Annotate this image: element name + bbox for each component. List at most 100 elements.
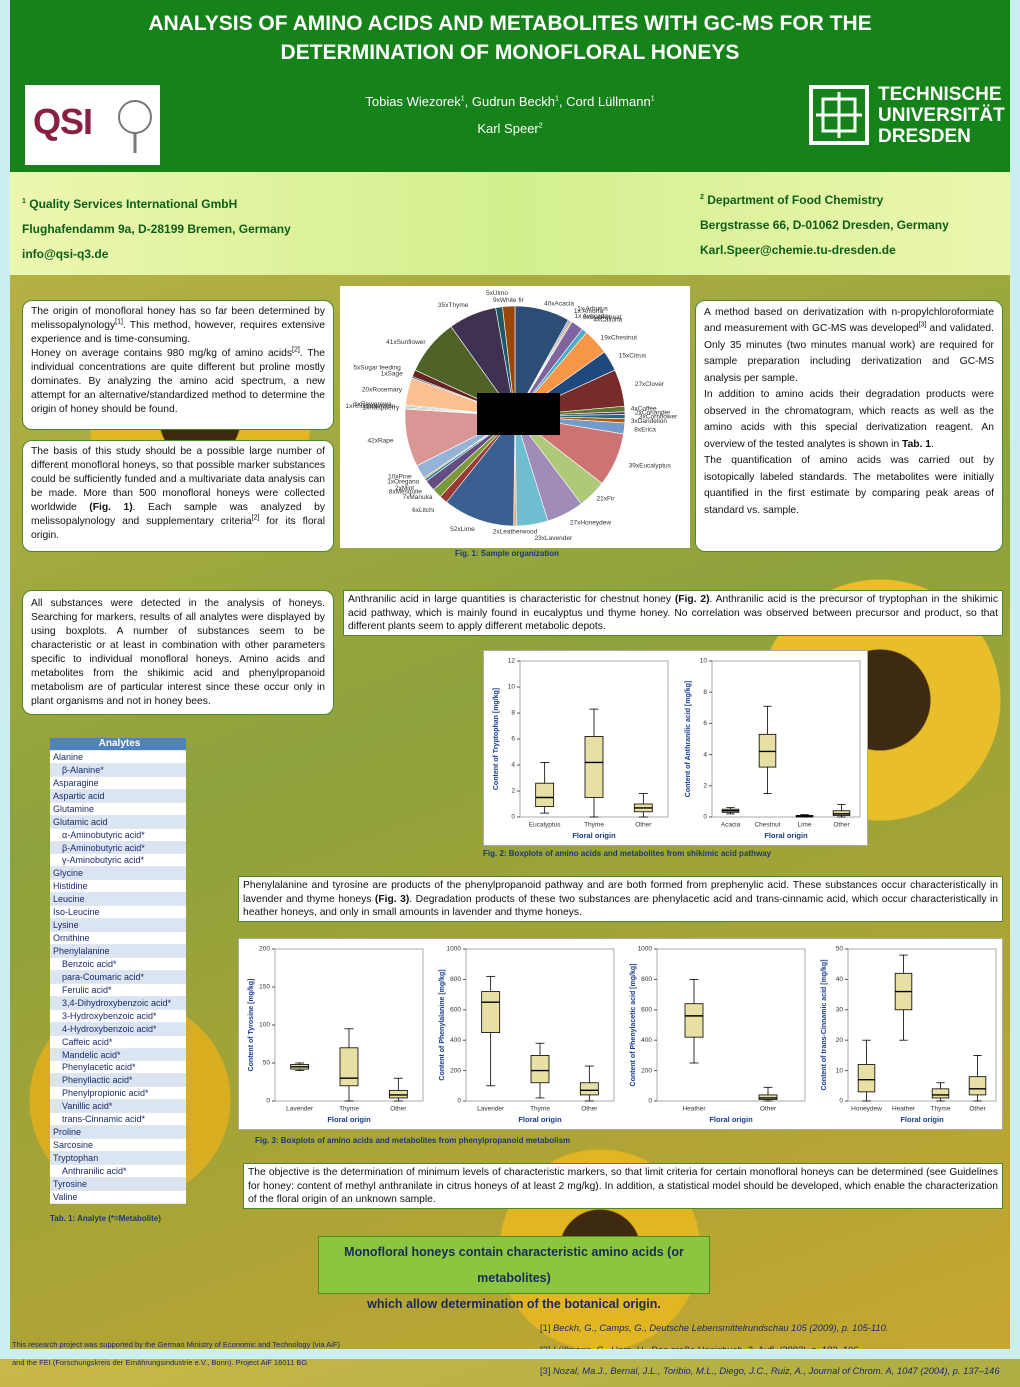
text-run: Flughafendamm 9a, D-28199 Bremen, German… (22, 222, 291, 236)
table-row: 3,4-Dihydroxybenzoic acid* (50, 996, 186, 1010)
paragraph: The objective is the determination of mi… (248, 1166, 998, 1207)
x-tick-label: Honeydew (851, 1106, 882, 1113)
pie-label: 2xLeatherwood (493, 529, 538, 536)
y-tick-label: 4 (511, 762, 515, 769)
y-tick-label: 40 (836, 976, 844, 983)
y-tick-label: 0 (839, 1098, 843, 1105)
x-tick-label: Lime (797, 822, 811, 829)
y-tick-label: 600 (450, 1007, 461, 1014)
intro-box: The origin of monofloral honey has so fa… (22, 300, 334, 430)
table-row: Anthranilic acid* (50, 1164, 186, 1178)
text-run: 1 (460, 95, 465, 103)
table-row: Leucine (50, 893, 186, 907)
text-run: [1] (540, 1322, 554, 1334)
text-run: Nozal, Ma.J., Bernal, J.L., Toribio, M.L… (553, 1365, 1000, 1377)
pie-label: 2xCoriander (635, 410, 671, 417)
y-tick-label: 200 (641, 1067, 652, 1074)
pie-label: 9xBuckwheat (583, 314, 622, 321)
table-row: Proline (50, 1126, 186, 1140)
text-run: 2 (700, 194, 704, 201)
table-row: Benzoic acid* (50, 957, 186, 971)
box (481, 991, 501, 1034)
text-run: Tab. 1 (902, 438, 932, 450)
y-tick-label: 50 (836, 946, 844, 953)
boxplot: 0 50 100 150 200 Content of Tyrosine [mg/kg] L… (248, 946, 424, 1124)
pie-label: 5xSugar feeding (353, 365, 401, 372)
text-run: [2] (540, 1343, 554, 1355)
table-row: 4-Hydroxybenzoic acid* (50, 1022, 186, 1036)
x-tick-label: Other (635, 822, 652, 829)
pie-label: 8xMesquite (389, 489, 423, 496)
text-run: Bergstrasse 66, D-01062 Dresden, Germany (700, 218, 949, 232)
table-row: Aspartic acid (50, 789, 186, 803)
text-run: and validated. Only 35 minutes (two minu… (704, 323, 995, 384)
y-axis-label: Content of trans-Cinnamic acid [mg/kg] (821, 959, 828, 1090)
caption: Fig. 1: Sample organization (455, 549, 560, 558)
text-run: 1 (650, 95, 655, 103)
pie-label: 6xLitchi (412, 507, 434, 514)
fig2-panel: 0 2 4 6 8 10 12 Content of Tryptophan [mg/kg] Eu… (483, 650, 868, 846)
y-tick-label: 100 (259, 1022, 270, 1029)
pie-label: 7xManuka (402, 494, 432, 501)
y-tick-label: 30 (836, 1007, 844, 1014)
text-run: Tobias Wiezorek (365, 94, 461, 109)
text-run: which allow determination of the botanic… (367, 1297, 661, 1311)
text-run: The origin of monofloral honey has so fa… (31, 306, 325, 331)
table-row: Glycine (50, 867, 186, 881)
x-tick-label: Lavender (477, 1106, 505, 1113)
x-tick-label: Heather (682, 1106, 706, 1113)
text-run: Karl.Speer@chemie.tu-dresden.de (700, 243, 896, 257)
logo-line: DRESDEN (878, 126, 971, 147)
x-tick-label: Thyme (584, 822, 604, 829)
y-tick-label: 400 (641, 1037, 652, 1044)
y-tick-label: 1000 (638, 946, 653, 953)
pie-label: 1xRaspberry (362, 405, 400, 412)
table-row: Phenylalanine (50, 945, 186, 958)
pie-label: 1x Arbutus (577, 305, 608, 312)
text-run: Department of Food Chemistry (703, 193, 884, 207)
pie-label: 10xPine (388, 474, 412, 481)
text-run: Honey on average contains 980 mg/kg of a… (31, 348, 292, 359)
pie-label: 1xRewarewa (354, 401, 392, 408)
text-run: Lüllmann, C., Horn, H., Das große Honigb… (553, 1343, 861, 1355)
text-run: In addition to amino acids their degrada… (704, 389, 994, 450)
y-tick-label: 200 (450, 1067, 461, 1074)
table-row: Iso-Leucine (50, 906, 186, 920)
affiliation-left: 1 Quality Services International GmbH Flu… (22, 192, 291, 267)
y-tick-label: 1000 (447, 946, 462, 953)
table-row: Asparagine (50, 776, 186, 790)
authors: Tobias Wiezorek1, Gudrun Beckh1, Cord Lü… (0, 94, 1020, 109)
pie-label: 52xLime (450, 526, 475, 533)
box (535, 782, 555, 807)
plot-frame (847, 948, 997, 1102)
boxplot: 0 2 4 6 8 10 12 Content of Tryptophan [mg/kg] Eu… (493, 658, 669, 840)
text-run: Anthranilic acid in large quantities is … (348, 594, 675, 605)
boxplot: 0 10 20 30 40 50 Content of trans-Cinnamic aci… (821, 946, 997, 1124)
pie-label: 40xAcacia (544, 300, 574, 307)
authors: Karl Speer2 (0, 121, 1020, 136)
pie-label: 1xOregano (387, 478, 420, 485)
box (857, 1064, 876, 1093)
pie-label: 4xCoffee (631, 405, 657, 412)
text-run: and the FEI (Forschungskreis der Ernähru… (12, 1358, 308, 1367)
caption: Tab. 1: Analyte (*=Metabolite) (50, 1214, 161, 1223)
paragraph: Karl.Speer@chemie.tu-dresden.de (700, 238, 949, 263)
table-row: Histidine (50, 880, 186, 894)
table-row: Phenylpropionic acid* (50, 1087, 186, 1101)
pie-label: 21xFir (597, 495, 616, 502)
text-run: The basis of this study should be a poss… (31, 446, 325, 513)
paragraph: Flughafendamm 9a, D-28199 Bremen, German… (22, 217, 291, 242)
table-row: β-Aminobutyric acid* (50, 841, 186, 855)
y-axis-label: Content of Tyrosine [mg/kg] (248, 979, 255, 1072)
y-axis-label: Content of Phenylalanine [mg/kg] (439, 969, 446, 1080)
table-row: Phenyllactic acid* (50, 1074, 186, 1088)
y-tick-label: 20 (836, 1037, 844, 1044)
text-run: . Each sample was analyzed by melissopal… (31, 502, 326, 527)
logo-text: QSI (33, 101, 93, 142)
title: DETERMINATION OF MONOFLORAL HONEYS (280, 41, 740, 64)
y-tick-label: 600 (641, 1007, 652, 1014)
table-row: Glutamine (50, 802, 186, 816)
pie-label: 1xSage (381, 370, 403, 377)
y-tick-label: 0 (703, 814, 707, 821)
pie-label: 1x Avocado (574, 313, 608, 320)
